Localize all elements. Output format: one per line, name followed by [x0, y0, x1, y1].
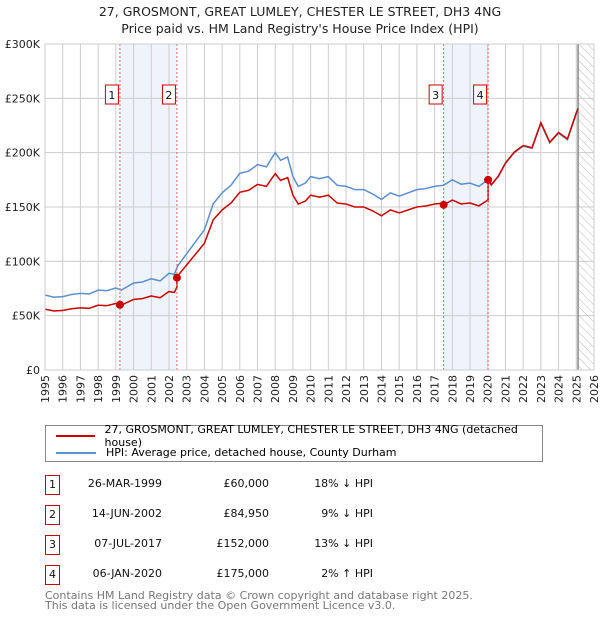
x-tick-label: 2017	[429, 375, 442, 403]
footer-copyright: Contains HM Land Registry data © Crown c…	[45, 589, 473, 602]
x-tick-label: 1996	[57, 375, 70, 403]
plot-border	[44, 43, 595, 371]
sale-row: 2 14-JUN-2002 £84,950 9% ↓ HPI	[45, 505, 375, 525]
y-tick-label: £100K	[5, 255, 41, 268]
sale-price: £175,000	[216, 567, 270, 580]
sale-hpi-diff: 18% ↓ HPI	[314, 477, 373, 490]
y-tick-label: £50K	[12, 310, 41, 323]
x-tick-label: 1999	[110, 375, 123, 403]
y-tick-label: £150K	[5, 201, 41, 214]
sale-price: £152,000	[216, 537, 270, 550]
x-tick-label: 2012	[340, 375, 353, 403]
sale-date: 06-JAN-2020	[92, 567, 162, 580]
x-tick-label: 2014	[375, 375, 388, 403]
x-tick-label: 2002	[163, 375, 176, 403]
sale-row: 4 06-JAN-2020 £175,000 2% ↑ HPI	[45, 565, 375, 585]
sale-hpi-diff: 13% ↓ HPI	[314, 537, 373, 550]
sale-row: 3 07-JUL-2017 £152,000 13% ↓ HPI	[45, 535, 375, 555]
sale-number-badge: 2	[45, 505, 60, 525]
y-tick-label: £0	[26, 364, 40, 377]
x-tick-label: 2025	[570, 375, 583, 403]
legend-item-property: 27, GROSMONT, GREAT LUMLEY, CHESTER LE S…	[56, 423, 542, 449]
sale-label-number: 3	[432, 89, 439, 102]
x-tick-label: 2018	[446, 375, 459, 403]
x-tick-label: 2021	[499, 375, 512, 403]
x-tick-label: 2023	[535, 375, 548, 403]
sale-price: £60,000	[223, 477, 270, 490]
y-tick-label: £200K	[5, 147, 41, 160]
x-tick-label: 2020	[482, 375, 495, 403]
x-tick-label: 2006	[234, 375, 247, 403]
sale-hpi-diff: 9% ↓ HPI	[321, 507, 373, 520]
sale-number-badge: 3	[45, 535, 60, 555]
sale-date: 14-JUN-2002	[91, 507, 162, 520]
sale-label-number: 1	[108, 89, 115, 102]
chart-subtitle: Price paid vs. HM Land Registry's House …	[121, 21, 479, 36]
x-tick-label: 2026	[588, 375, 600, 403]
x-tick-label: 1995	[39, 375, 52, 403]
sale-label-box	[161, 84, 176, 105]
sale-hpi-diff: 2% ↑ HPI	[321, 567, 373, 580]
chart-title: 27, GROSMONT, GREAT LUMLEY, CHESTER LE S…	[98, 4, 502, 19]
sale-point	[484, 175, 493, 184]
sale-point	[115, 300, 124, 309]
x-tick-label: 2022	[517, 375, 530, 403]
x-tick-label: 2024	[553, 375, 566, 403]
legend-swatch-red	[56, 434, 95, 437]
x-tick-label: 2013	[358, 375, 371, 403]
x-tick-label: 2019	[464, 375, 477, 403]
x-tick-label: 2007	[252, 375, 265, 403]
sale-date: 07-JUL-2017	[94, 537, 162, 550]
x-tick-label: 1998	[92, 375, 105, 403]
sale-label-number: 2	[165, 89, 172, 102]
legend-swatch-blue	[56, 451, 96, 454]
sale-date: 26-MAR-1999	[87, 477, 162, 490]
x-tick-label: 2003	[181, 375, 194, 403]
legend-label-property: 27, GROSMONT, GREAT LUMLEY, CHESTER LE S…	[104, 422, 518, 449]
x-tick-label: 2008	[269, 375, 282, 403]
sale-label-number: 4	[477, 89, 484, 102]
x-tick-label: 2001	[145, 375, 158, 403]
sale-price: £84,950	[223, 507, 270, 520]
sale-number-badge: 1	[45, 475, 60, 495]
x-tick-label: 2005	[216, 375, 229, 403]
legend: 27, GROSMONT, GREAT LUMLEY, CHESTER LE S…	[45, 423, 543, 462]
sale-label-box	[104, 84, 119, 105]
x-tick-label: 2000	[128, 375, 141, 403]
price-chart: 1995 1996 1997 1998 1999 2000 2001 2002 2003 2004…	[5, 38, 600, 403]
sale-row: 1 26-MAR-1999 £60,000 18% ↓ HPI	[45, 475, 375, 495]
x-tick-label: 2009	[287, 375, 300, 403]
x-tick-label: 2004	[198, 375, 211, 403]
legend-label-hpi: HPI: Average price, detached house, Coun…	[106, 446, 397, 459]
legend-item-hpi: HPI: Average price, detached house, Coun…	[56, 444, 397, 461]
x-tick-label: 2016	[411, 375, 424, 403]
sale-point	[172, 273, 181, 282]
sale-point	[439, 200, 448, 209]
sale-label-box	[428, 84, 443, 105]
sale-label-box	[473, 84, 488, 105]
x-tick-label: 1997	[74, 375, 87, 403]
footer-licence: This data is licensed under the Open Gov…	[45, 599, 396, 612]
x-tick-label: 2015	[393, 375, 406, 403]
sale-number-badge: 4	[45, 565, 60, 585]
y-tick-label: £300K	[5, 38, 41, 51]
x-tick-label: 2011	[322, 375, 335, 403]
x-tick-label: 2010	[305, 375, 318, 403]
y-tick-label: £250K	[5, 92, 41, 105]
